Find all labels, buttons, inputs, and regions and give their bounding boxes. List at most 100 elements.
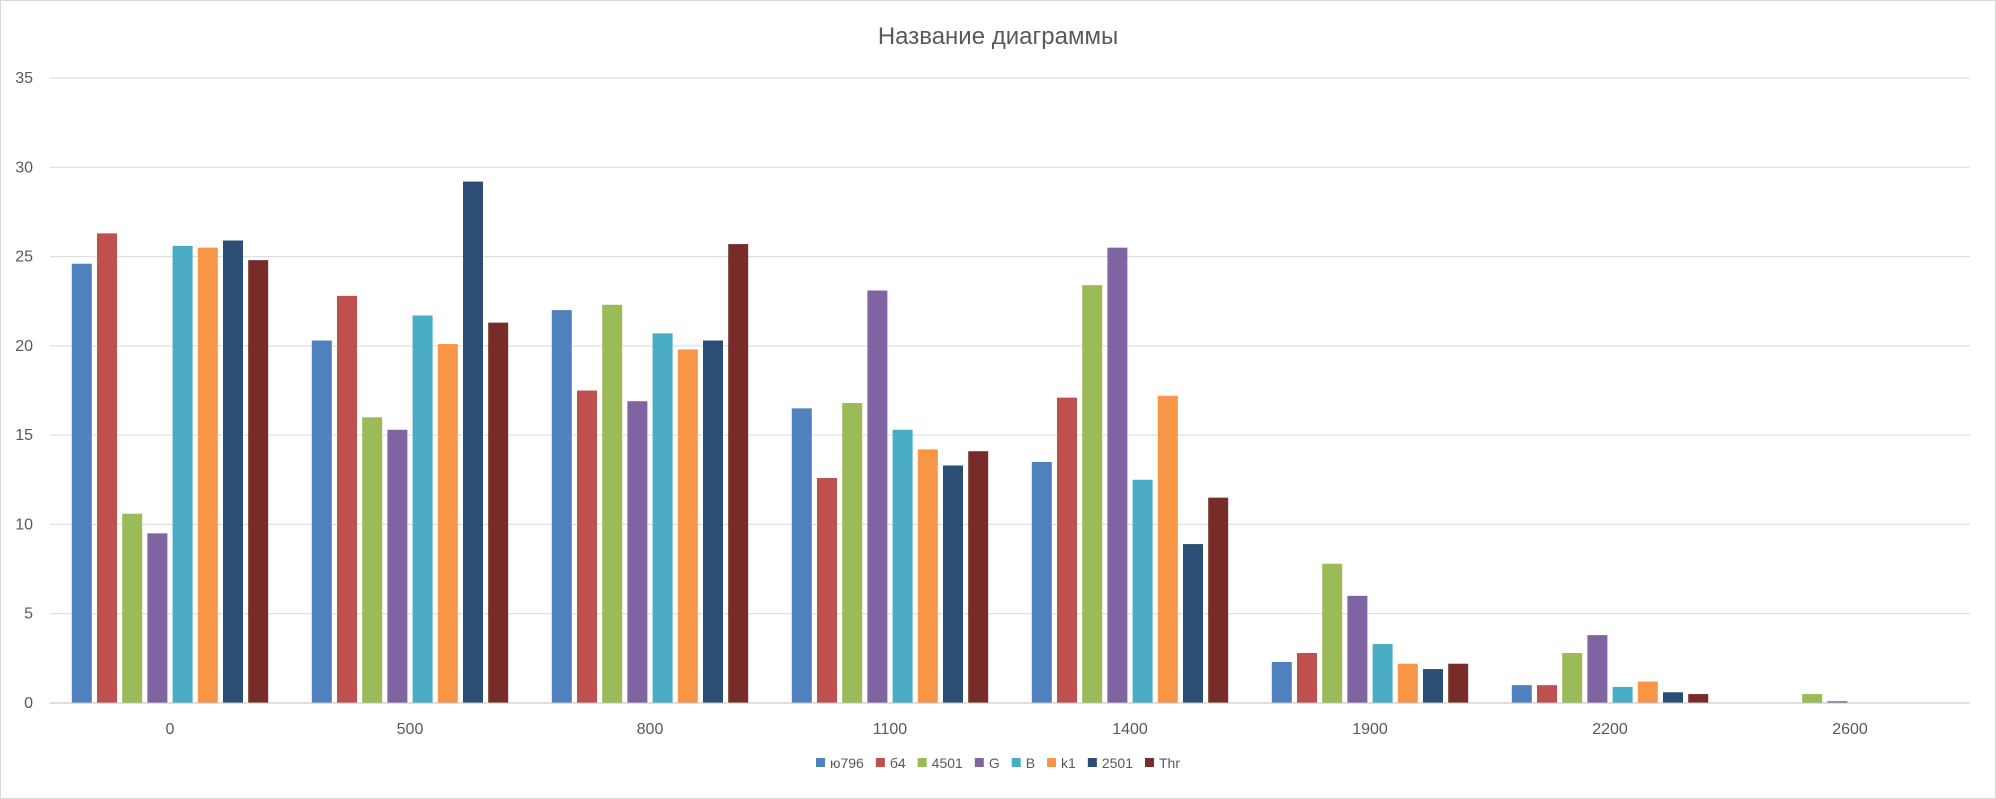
legend-label: G (989, 755, 1000, 771)
bar (1827, 701, 1848, 703)
bar (1511, 685, 1532, 703)
y-tick-label: 0 (24, 695, 33, 712)
bar (842, 403, 863, 703)
legend-swatch (1047, 758, 1057, 767)
bar (412, 315, 433, 703)
bar (1562, 653, 1583, 703)
legend-swatch (974, 758, 984, 767)
bar (1322, 563, 1343, 703)
bar (652, 333, 673, 703)
bar (1183, 544, 1203, 703)
y-tick-label: 35 (15, 70, 33, 87)
legend-item: B (1011, 755, 1035, 771)
bar (197, 247, 218, 703)
legend-swatch (917, 758, 927, 767)
bar (463, 181, 483, 704)
bar (917, 449, 938, 703)
x-axis-ticks: 0 500 800 1100 1400 1900 2200 2600 (166, 721, 1868, 738)
bar (892, 429, 913, 703)
legend-swatch (1087, 758, 1097, 767)
legend-swatch (875, 758, 885, 767)
x-tick-label: 1400 (1112, 721, 1148, 738)
legend-item: Thr (1145, 755, 1180, 771)
bar (1688, 694, 1709, 703)
bar (311, 340, 332, 703)
legend-label: Thr (1159, 755, 1180, 771)
bar (551, 310, 572, 703)
bar (1132, 479, 1153, 703)
legend-label: 2501 (1102, 755, 1133, 771)
bar (817, 478, 837, 703)
y-tick-label: 5 (24, 606, 33, 623)
bar (1663, 692, 1683, 703)
bar (71, 263, 92, 703)
x-tick-label: 1100 (873, 721, 908, 738)
legend-item: 4501 (917, 755, 963, 771)
bar (1397, 663, 1418, 703)
legend-item: ю796 (815, 755, 864, 771)
bar (677, 349, 698, 703)
x-tick-label: 800 (637, 721, 664, 738)
bar (437, 344, 458, 703)
legend-item: 2501 (1087, 755, 1133, 771)
x-tick-label: 1900 (1352, 721, 1388, 738)
bar (172, 245, 193, 703)
bar (1587, 635, 1608, 703)
chart-title: Название диаграммы (878, 23, 1118, 50)
bar (147, 533, 168, 703)
bar (122, 513, 143, 703)
y-tick-label: 20 (15, 338, 33, 355)
bar (627, 401, 648, 703)
y-tick-label: 10 (15, 516, 33, 533)
bars (71, 181, 1848, 704)
bar (1612, 686, 1633, 703)
y-axis-ticks: 0 5 10 15 20 25 30 35 (15, 70, 33, 712)
legend-label: 4501 (932, 755, 963, 771)
bar (362, 417, 383, 703)
bar (1057, 397, 1077, 703)
y-tick-label: 25 (15, 249, 33, 266)
x-tick-label: 2200 (1592, 721, 1628, 738)
bar (1082, 285, 1103, 703)
x-tick-label: 500 (397, 721, 424, 738)
legend-swatch (1011, 758, 1021, 767)
legend-label: k1 (1061, 755, 1076, 771)
bar (1297, 653, 1317, 703)
x-tick-label: 2600 (1832, 721, 1868, 738)
bar (1802, 694, 1823, 703)
bar (1637, 681, 1658, 703)
bar (1271, 661, 1292, 703)
legend-label: ю796 (830, 755, 864, 771)
legend-item: б4 (875, 755, 906, 771)
bar (602, 304, 623, 703)
bar (337, 295, 357, 703)
bar (223, 240, 243, 703)
y-tick-label: 30 (15, 159, 33, 176)
bar (488, 322, 509, 703)
y-tick-label: 15 (15, 427, 33, 444)
bar (867, 290, 888, 703)
bar (248, 260, 269, 703)
bar (1031, 461, 1052, 703)
legend-swatch (815, 758, 825, 767)
bar (1537, 685, 1557, 703)
x-tick-label: 0 (166, 721, 175, 738)
bar (703, 340, 723, 703)
bar (1107, 247, 1128, 703)
bar (1448, 663, 1469, 703)
bar (387, 429, 408, 703)
bar (1423, 669, 1443, 703)
bar (791, 408, 812, 703)
bar (577, 390, 597, 703)
legend-item: G (974, 755, 1000, 771)
bar (728, 244, 749, 704)
bar (943, 465, 963, 703)
legend-swatch (1145, 758, 1155, 767)
legend-item: k1 (1047, 755, 1076, 771)
bar (1208, 497, 1229, 703)
bar (97, 233, 117, 703)
legend-label: б4 (890, 755, 906, 771)
